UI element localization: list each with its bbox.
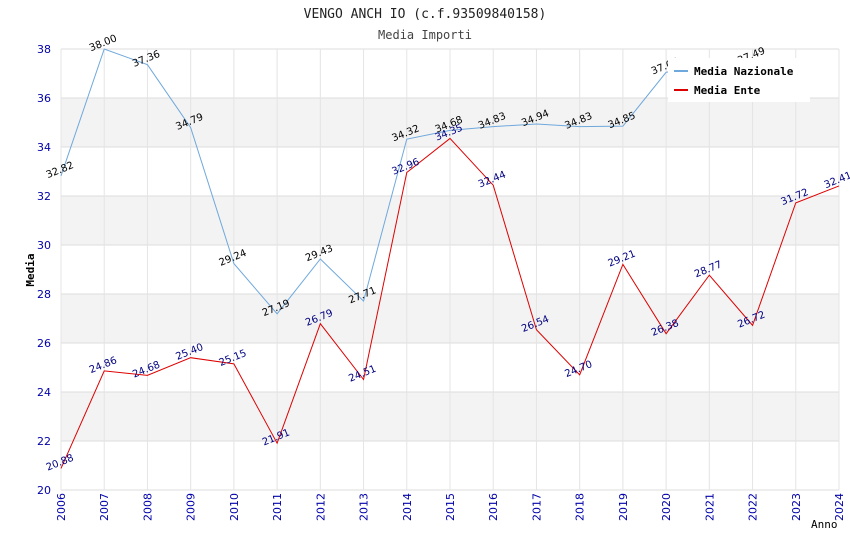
series-line-media-ente xyxy=(60,137,840,469)
data-label-ente: 32.96 xyxy=(391,157,422,178)
x-tick-label: 2011 xyxy=(271,493,284,521)
x-tick-label: 2008 xyxy=(141,493,154,521)
y-tick-label: 30 xyxy=(37,239,51,252)
data-label-ente: 25.15 xyxy=(218,348,249,369)
x-tick-label: 2010 xyxy=(228,493,241,521)
legend: Media Nazionale Media Ente xyxy=(668,58,810,102)
x-tick-label: 2009 xyxy=(185,493,198,521)
data-label-nazionale: 32.82 xyxy=(45,160,76,181)
series-line-media-nazionale xyxy=(60,48,753,315)
y-tick-label: 36 xyxy=(37,92,51,105)
chart-title: VENGO ANCH IO (c.f.93509840158) xyxy=(304,7,547,22)
legend-box xyxy=(668,58,810,102)
data-label-ente: 20.88 xyxy=(45,453,76,474)
data-label-ente: 24.51 xyxy=(347,364,378,385)
x-tick-label: 2020 xyxy=(660,493,673,521)
data-label-nazionale: 29.24 xyxy=(218,248,249,269)
x-tick-labels: 2006 2007 2008 2009 2010 2011 2012 2013 2014 2015… xyxy=(55,493,846,521)
series-lines xyxy=(60,48,840,469)
y-tick-label: 20 xyxy=(37,484,51,497)
y-tick-label: 22 xyxy=(37,435,51,448)
y-tick-label: 34 xyxy=(37,141,51,154)
x-tick-label: 2022 xyxy=(747,493,760,521)
y-tick-labels: 20 22 24 26 28 30 32 34 36 38 xyxy=(37,43,51,497)
x-tick-label: 2019 xyxy=(617,493,630,521)
data-label-ente: 25.40 xyxy=(174,342,205,363)
x-tick-label: 2024 xyxy=(833,493,846,521)
x-tick-label: 2007 xyxy=(98,493,111,521)
x-tick-label: 2018 xyxy=(574,493,587,521)
y-tick-label: 26 xyxy=(37,337,51,350)
y-tick-label: 32 xyxy=(37,190,51,203)
data-label-ente: 32.41 xyxy=(823,170,850,191)
x-tick-label: 2016 xyxy=(487,493,500,521)
x-tick-label: 2017 xyxy=(530,493,543,521)
y-tick-label: 24 xyxy=(37,386,51,399)
legend-label-nazionale: Media Nazionale xyxy=(694,65,794,78)
data-label-ente: 24.68 xyxy=(131,360,162,381)
x-tick-label: 2013 xyxy=(358,493,371,521)
x-tick-label: 2014 xyxy=(401,493,414,521)
legend-label-ente: Media Ente xyxy=(694,84,761,97)
x-axis-label: Anno xyxy=(811,518,838,531)
x-tick-label: 2023 xyxy=(790,493,803,521)
y-tick-label: 38 xyxy=(37,43,51,56)
data-label-nazionale: 29.43 xyxy=(304,243,335,264)
chart-subtitle: Media Importi xyxy=(378,28,472,42)
y-tick-label: 28 xyxy=(37,288,51,301)
x-tick-label: 2012 xyxy=(314,493,327,521)
data-label-nazionale: 37.36 xyxy=(131,49,162,70)
x-tick-label: 2021 xyxy=(703,493,716,521)
grid-lines xyxy=(60,48,840,491)
x-tick-label: 2006 xyxy=(55,493,68,521)
x-tick-label: 2015 xyxy=(444,493,457,521)
y-axis-label: Media xyxy=(24,253,37,286)
